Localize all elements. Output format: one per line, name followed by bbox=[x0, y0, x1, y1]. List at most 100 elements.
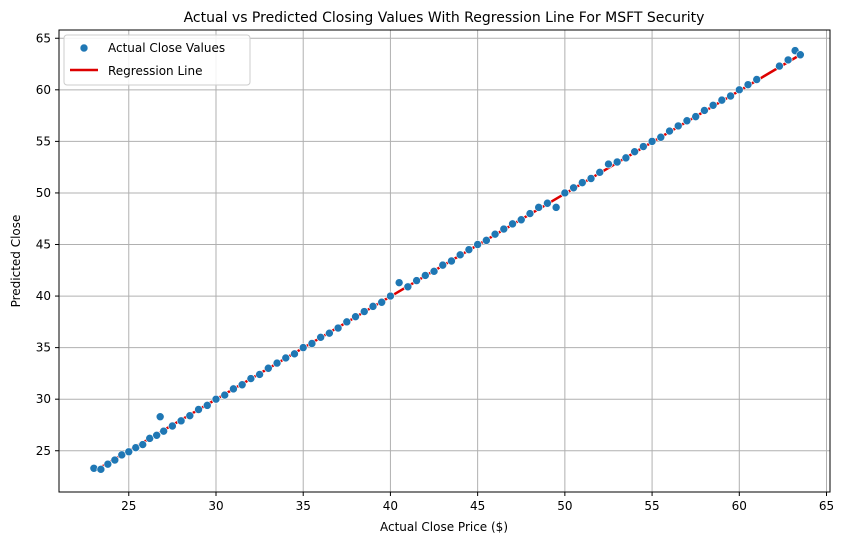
data-point bbox=[578, 178, 587, 187]
data-point bbox=[211, 394, 221, 404]
y-tick-label: 65 bbox=[36, 31, 51, 45]
x-tick-label: 40 bbox=[383, 499, 398, 513]
data-point bbox=[586, 174, 596, 183]
data-point bbox=[194, 405, 203, 414]
data-point bbox=[508, 219, 517, 229]
data-point bbox=[159, 426, 168, 436]
data-point bbox=[796, 50, 805, 60]
data-point bbox=[152, 430, 161, 440]
data-point bbox=[560, 188, 570, 198]
legend-label-actual: Actual Close Values bbox=[108, 41, 225, 55]
x-tick-label: 60 bbox=[732, 499, 747, 513]
data-point bbox=[176, 416, 186, 426]
data-point bbox=[708, 100, 718, 110]
x-tick-label: 45 bbox=[470, 499, 485, 513]
y-tick-label: 40 bbox=[36, 289, 51, 303]
data-point bbox=[455, 250, 465, 260]
data-point bbox=[359, 307, 369, 316]
data-point bbox=[281, 353, 291, 363]
data-point bbox=[700, 106, 709, 115]
regression-line-group bbox=[93, 53, 801, 473]
data-point bbox=[96, 465, 106, 474]
data-point bbox=[551, 203, 561, 212]
data-point bbox=[342, 317, 352, 327]
data-point bbox=[464, 245, 474, 254]
data-point bbox=[604, 159, 613, 169]
data-point bbox=[595, 168, 605, 177]
data-point bbox=[516, 215, 526, 225]
scatter-points bbox=[89, 46, 805, 474]
chart-title: Actual vs Predicted Closing Values With … bbox=[184, 10, 705, 26]
x-tick-label: 55 bbox=[644, 499, 659, 513]
legend-box bbox=[63, 34, 251, 86]
x-tick-label: 30 bbox=[208, 499, 223, 513]
data-point bbox=[124, 447, 134, 457]
grid-lines bbox=[59, 30, 830, 492]
data-point bbox=[386, 291, 395, 301]
data-point bbox=[298, 343, 308, 352]
data-point bbox=[499, 224, 509, 234]
data-point bbox=[220, 390, 230, 400]
data-point bbox=[482, 236, 491, 245]
x-tick-label: 35 bbox=[296, 499, 311, 513]
data-point bbox=[438, 260, 448, 270]
y-tick-label: 30 bbox=[36, 392, 51, 406]
data-point bbox=[639, 142, 648, 151]
y-tick-label: 25 bbox=[36, 444, 51, 458]
y-tick-label: 45 bbox=[36, 238, 51, 252]
data-point bbox=[543, 198, 552, 208]
data-point bbox=[665, 126, 674, 136]
y-tick-label: 60 bbox=[36, 83, 51, 97]
data-point bbox=[447, 256, 456, 266]
data-point bbox=[110, 455, 120, 465]
y-tick-label: 35 bbox=[36, 341, 51, 355]
data-point bbox=[202, 401, 212, 410]
data-point bbox=[647, 137, 657, 146]
data-point bbox=[290, 349, 299, 359]
data-point bbox=[255, 370, 264, 379]
data-point bbox=[656, 132, 666, 142]
x-tick-label: 65 bbox=[819, 499, 834, 513]
data-point bbox=[168, 421, 177, 431]
data-point bbox=[246, 374, 256, 383]
y-axis-label: Predicted Close bbox=[9, 215, 23, 308]
data-point bbox=[775, 61, 784, 71]
plot-frame bbox=[58, 29, 831, 493]
data-point bbox=[525, 209, 535, 218]
data-point bbox=[630, 147, 639, 156]
data-point bbox=[783, 55, 793, 65]
data-point bbox=[534, 203, 543, 212]
legend-label-regression: Regression Line bbox=[108, 64, 202, 78]
data-point bbox=[307, 339, 317, 348]
y-tick-label: 50 bbox=[36, 186, 51, 200]
data-point bbox=[429, 267, 439, 276]
data-point bbox=[272, 358, 282, 368]
data-point bbox=[621, 153, 631, 163]
data-point bbox=[264, 363, 273, 373]
data-point bbox=[368, 302, 378, 311]
x-axis-ticks: 25 30 35 40 45 50 55 60 65 bbox=[121, 492, 834, 513]
data-point bbox=[490, 229, 500, 239]
data-point bbox=[752, 75, 762, 84]
y-axis-ticks: 25 30 35 40 45 50 55 60 65 bbox=[36, 31, 59, 458]
data-point bbox=[717, 95, 727, 105]
legend: Actual Close Values Regression Line bbox=[63, 34, 251, 86]
x-tick-label: 25 bbox=[121, 499, 136, 513]
data-point bbox=[421, 271, 430, 280]
data-point bbox=[316, 333, 325, 342]
data-point bbox=[569, 183, 578, 193]
data-point bbox=[612, 157, 622, 167]
data-point bbox=[185, 411, 195, 420]
regression-line bbox=[93, 53, 801, 473]
data-point bbox=[351, 312, 360, 321]
data-point bbox=[237, 380, 247, 390]
data-point bbox=[229, 384, 238, 394]
data-point bbox=[743, 80, 753, 89]
data-point bbox=[155, 412, 165, 422]
data-point bbox=[473, 240, 482, 249]
legend-scatter-marker bbox=[79, 43, 89, 53]
y-tick-label: 55 bbox=[36, 134, 51, 148]
data-point bbox=[673, 121, 683, 131]
data-point bbox=[377, 297, 387, 307]
